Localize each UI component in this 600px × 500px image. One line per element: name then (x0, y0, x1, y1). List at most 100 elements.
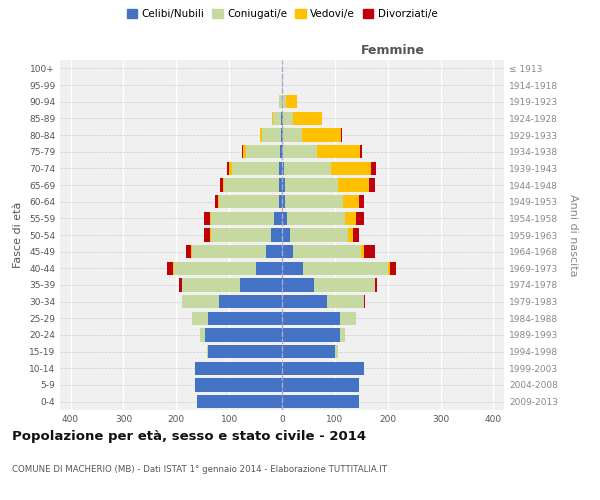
Bar (282, 162, 284, 175)
Bar (290, 228, 348, 241)
Bar (282, 245, 293, 258)
Bar (192, 312, 208, 325)
Bar (229, 162, 232, 175)
Bar (207, 345, 208, 358)
Bar (272, 112, 273, 125)
Bar (282, 312, 340, 325)
Text: COMUNE DI MACHERIO (MB) - Dati ISTAT 1° gennaio 2014 - Elaborazione TUTTITALIA.I: COMUNE DI MACHERIO (MB) - Dati ISTAT 1° … (12, 465, 387, 474)
Bar (204, 228, 209, 241)
Bar (343, 195, 359, 208)
Bar (282, 112, 283, 125)
Bar (293, 112, 322, 125)
Bar (220, 178, 223, 192)
Bar (341, 128, 342, 141)
Bar (280, 95, 282, 108)
Bar (356, 212, 364, 225)
Bar (208, 312, 282, 325)
Bar (280, 145, 282, 158)
Bar (282, 195, 284, 208)
Bar (195, 362, 282, 375)
Bar (227, 162, 229, 175)
Bar (303, 262, 388, 275)
Bar (331, 162, 371, 175)
Bar (353, 228, 359, 241)
Bar (282, 262, 303, 275)
Bar (371, 162, 376, 175)
Bar (327, 295, 364, 308)
Bar (360, 145, 362, 158)
Bar (200, 328, 205, 342)
Bar (369, 178, 374, 192)
Bar (260, 128, 262, 141)
Bar (242, 145, 244, 158)
Bar (266, 245, 282, 258)
Bar (282, 212, 287, 225)
Bar (282, 295, 327, 308)
Bar (218, 295, 282, 308)
Bar (186, 245, 191, 258)
Bar (262, 128, 281, 141)
Bar (211, 228, 271, 241)
Bar (340, 328, 346, 342)
Bar (359, 195, 364, 208)
Bar (271, 228, 282, 241)
Bar (274, 212, 282, 225)
Bar (167, 262, 173, 275)
Bar (282, 278, 314, 291)
Y-axis label: Anni di nascita: Anni di nascita (568, 194, 578, 276)
Legend: Celibi/Nubili, Coniugati/e, Vedovi/e, Divorziati/e: Celibi/Nubili, Coniugati/e, Vedovi/e, Di… (122, 5, 442, 24)
Bar (282, 145, 283, 158)
Bar (208, 345, 282, 358)
Bar (282, 128, 283, 141)
Bar (191, 245, 192, 258)
Bar (204, 212, 209, 225)
Bar (232, 162, 280, 175)
Bar (348, 228, 353, 241)
Bar (195, 378, 282, 392)
Text: Femmine: Femmine (361, 44, 425, 57)
Y-axis label: Fasce di età: Fasce di età (13, 202, 23, 268)
Bar (282, 178, 284, 192)
Bar (197, 395, 282, 408)
Bar (182, 278, 240, 291)
Bar (282, 362, 364, 375)
Bar (282, 378, 359, 392)
Bar (211, 212, 274, 225)
Bar (209, 228, 211, 241)
Bar (244, 145, 246, 158)
Bar (286, 95, 297, 108)
Bar (280, 178, 282, 192)
Bar (282, 228, 290, 241)
Bar (280, 162, 282, 175)
Bar (361, 245, 364, 258)
Bar (284, 178, 338, 192)
Bar (224, 178, 280, 192)
Bar (209, 212, 211, 225)
Bar (374, 278, 377, 291)
Bar (283, 112, 293, 125)
Bar (283, 145, 317, 158)
Bar (182, 295, 218, 308)
Bar (317, 145, 360, 158)
Bar (282, 395, 359, 408)
Bar (282, 345, 335, 358)
Bar (388, 262, 391, 275)
Bar (302, 128, 341, 141)
Bar (364, 295, 365, 308)
Bar (284, 162, 331, 175)
Bar (281, 128, 282, 141)
Text: Popolazione per età, sesso e stato civile - 2014: Popolazione per età, sesso e stato civil… (12, 430, 366, 443)
Bar (340, 312, 356, 325)
Bar (282, 328, 340, 342)
Bar (293, 245, 361, 258)
Bar (282, 95, 286, 108)
Bar (218, 195, 280, 208)
Bar (335, 345, 338, 358)
Bar (173, 262, 256, 275)
Bar (240, 278, 282, 291)
Bar (223, 178, 224, 192)
Bar (192, 245, 266, 258)
Bar (246, 145, 280, 158)
Bar (281, 112, 282, 125)
Bar (273, 112, 281, 125)
